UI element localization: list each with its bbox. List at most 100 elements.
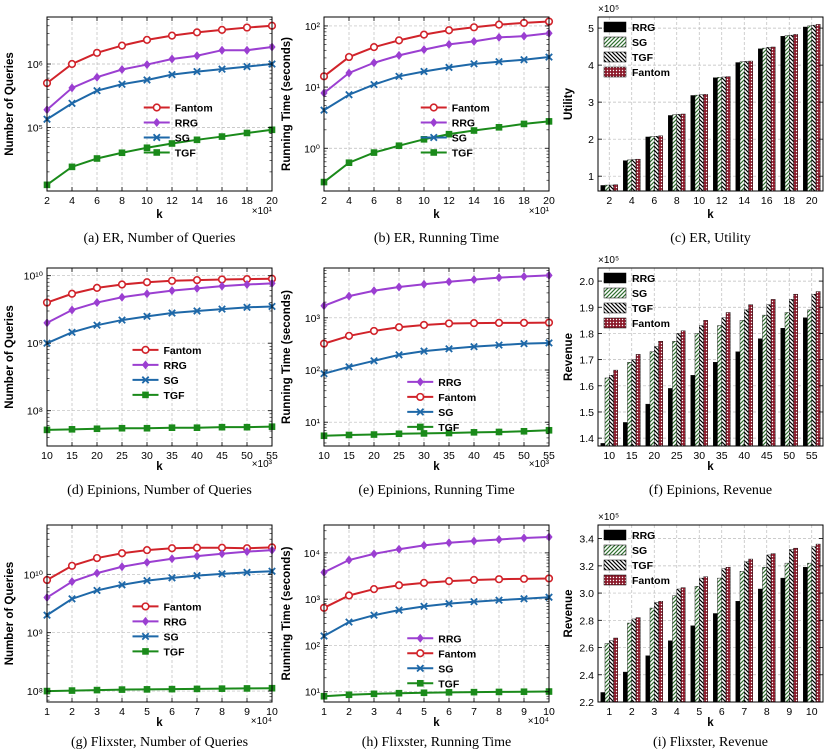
legend-marker [416,664,425,673]
x-tick-label: 1 [606,706,612,718]
y-tick-label: 10⁹ [27,338,43,350]
series-line [46,46,273,111]
series-line [323,341,550,375]
data-point [93,86,101,95]
legend-label: RRG [164,360,187,372]
bar [789,299,794,447]
legend: RRG SG TGF Fantom [603,272,670,330]
y-tick-label: 1 [588,171,594,183]
series-line [46,277,273,304]
series-line [46,282,273,324]
data-point [168,309,176,317]
x-tick-label: 8 [764,706,770,718]
x-tick-label: 9 [244,706,250,718]
bar [680,330,686,447]
data-point [420,45,428,55]
bar [613,637,619,703]
data-point [142,278,152,287]
legend: RRG Fantom SG TGF [407,633,476,690]
series-line [46,425,273,431]
y-tick-label: 1.7 [579,355,594,367]
data-point [167,276,177,285]
series-tgf [43,126,276,189]
data-point [520,533,528,543]
legend-label: RRG [632,273,655,285]
ticks: 2 4 6 8 10 12 14 16 18 20 10⁵ 10⁶ [27,17,278,207]
bar [744,61,749,192]
data-point [420,430,428,437]
data-point [444,26,454,35]
x-multiplier: ×10⁴ [528,716,549,727]
data-point [370,80,378,89]
series-sg [43,60,276,124]
legend-marker [153,117,161,127]
x-tick-label: 30 [693,450,705,462]
data-point [118,424,126,432]
data-point [444,319,454,328]
bar [635,354,641,447]
data-point [193,136,201,144]
grid [323,17,550,191]
bar [690,95,696,192]
data-point [370,356,378,365]
legend-label: SG [438,663,453,675]
x-tick-label: 2 [629,706,635,718]
legend-label: RRG [175,117,198,129]
x-tick-label: 9 [521,706,527,718]
legend-label: SG [632,545,647,557]
y-axis-title: Utility [563,87,575,120]
data-point [394,36,404,45]
data-point [168,140,176,147]
y-axis-title: Revenue [563,590,575,638]
legend-marker [416,423,424,431]
data-point [345,431,353,439]
bar [613,184,619,192]
bar [676,588,682,703]
bar [668,388,673,447]
y-tick-label: 1.5 [579,407,594,419]
legend: Fantom RRG SG TGF [132,345,201,402]
data-point [470,597,478,606]
x-tick-label: 55 [266,450,278,462]
bar [758,588,763,703]
data-point [520,339,528,348]
bar [609,184,614,192]
legend-marker [152,103,161,112]
data-point [143,686,151,693]
series-line [46,24,273,84]
legend-label: SG [175,132,190,144]
bar [694,586,700,703]
data-point [445,39,453,49]
data-point [445,130,453,138]
data-point [192,276,202,285]
y-multiplier: ×10⁵ [598,4,619,15]
bar [627,622,632,703]
bar [699,325,704,447]
x-tick-label: 6 [371,195,377,207]
data-point [93,155,101,162]
x-tick-label: 55 [543,450,555,462]
x-tick-label: 4 [674,706,680,718]
x-tick-label: 3 [371,706,377,718]
bar [811,546,817,703]
legend-marker [430,149,438,156]
x-tick-label: 20 [648,450,660,462]
bar [762,567,767,703]
data-point [395,606,403,614]
bar [793,34,799,192]
data-point [395,282,403,292]
legend-label: Fantom [452,102,490,114]
data-point [345,363,353,371]
data-point [143,76,151,84]
data-point [68,99,76,108]
data-point [68,83,76,93]
x-multiplier: ×10⁴ [251,716,272,727]
legend-label: Fantom [164,601,202,613]
y-tick-label: 1.4 [579,433,594,445]
x-tick-label: 2 [44,195,50,207]
data-point [167,31,177,40]
x-tick-label: 4 [119,706,125,718]
x-multiplier: ×10¹ [529,206,550,217]
x-tick-label: 4 [396,706,402,718]
x-tick-label: 7 [194,706,200,718]
